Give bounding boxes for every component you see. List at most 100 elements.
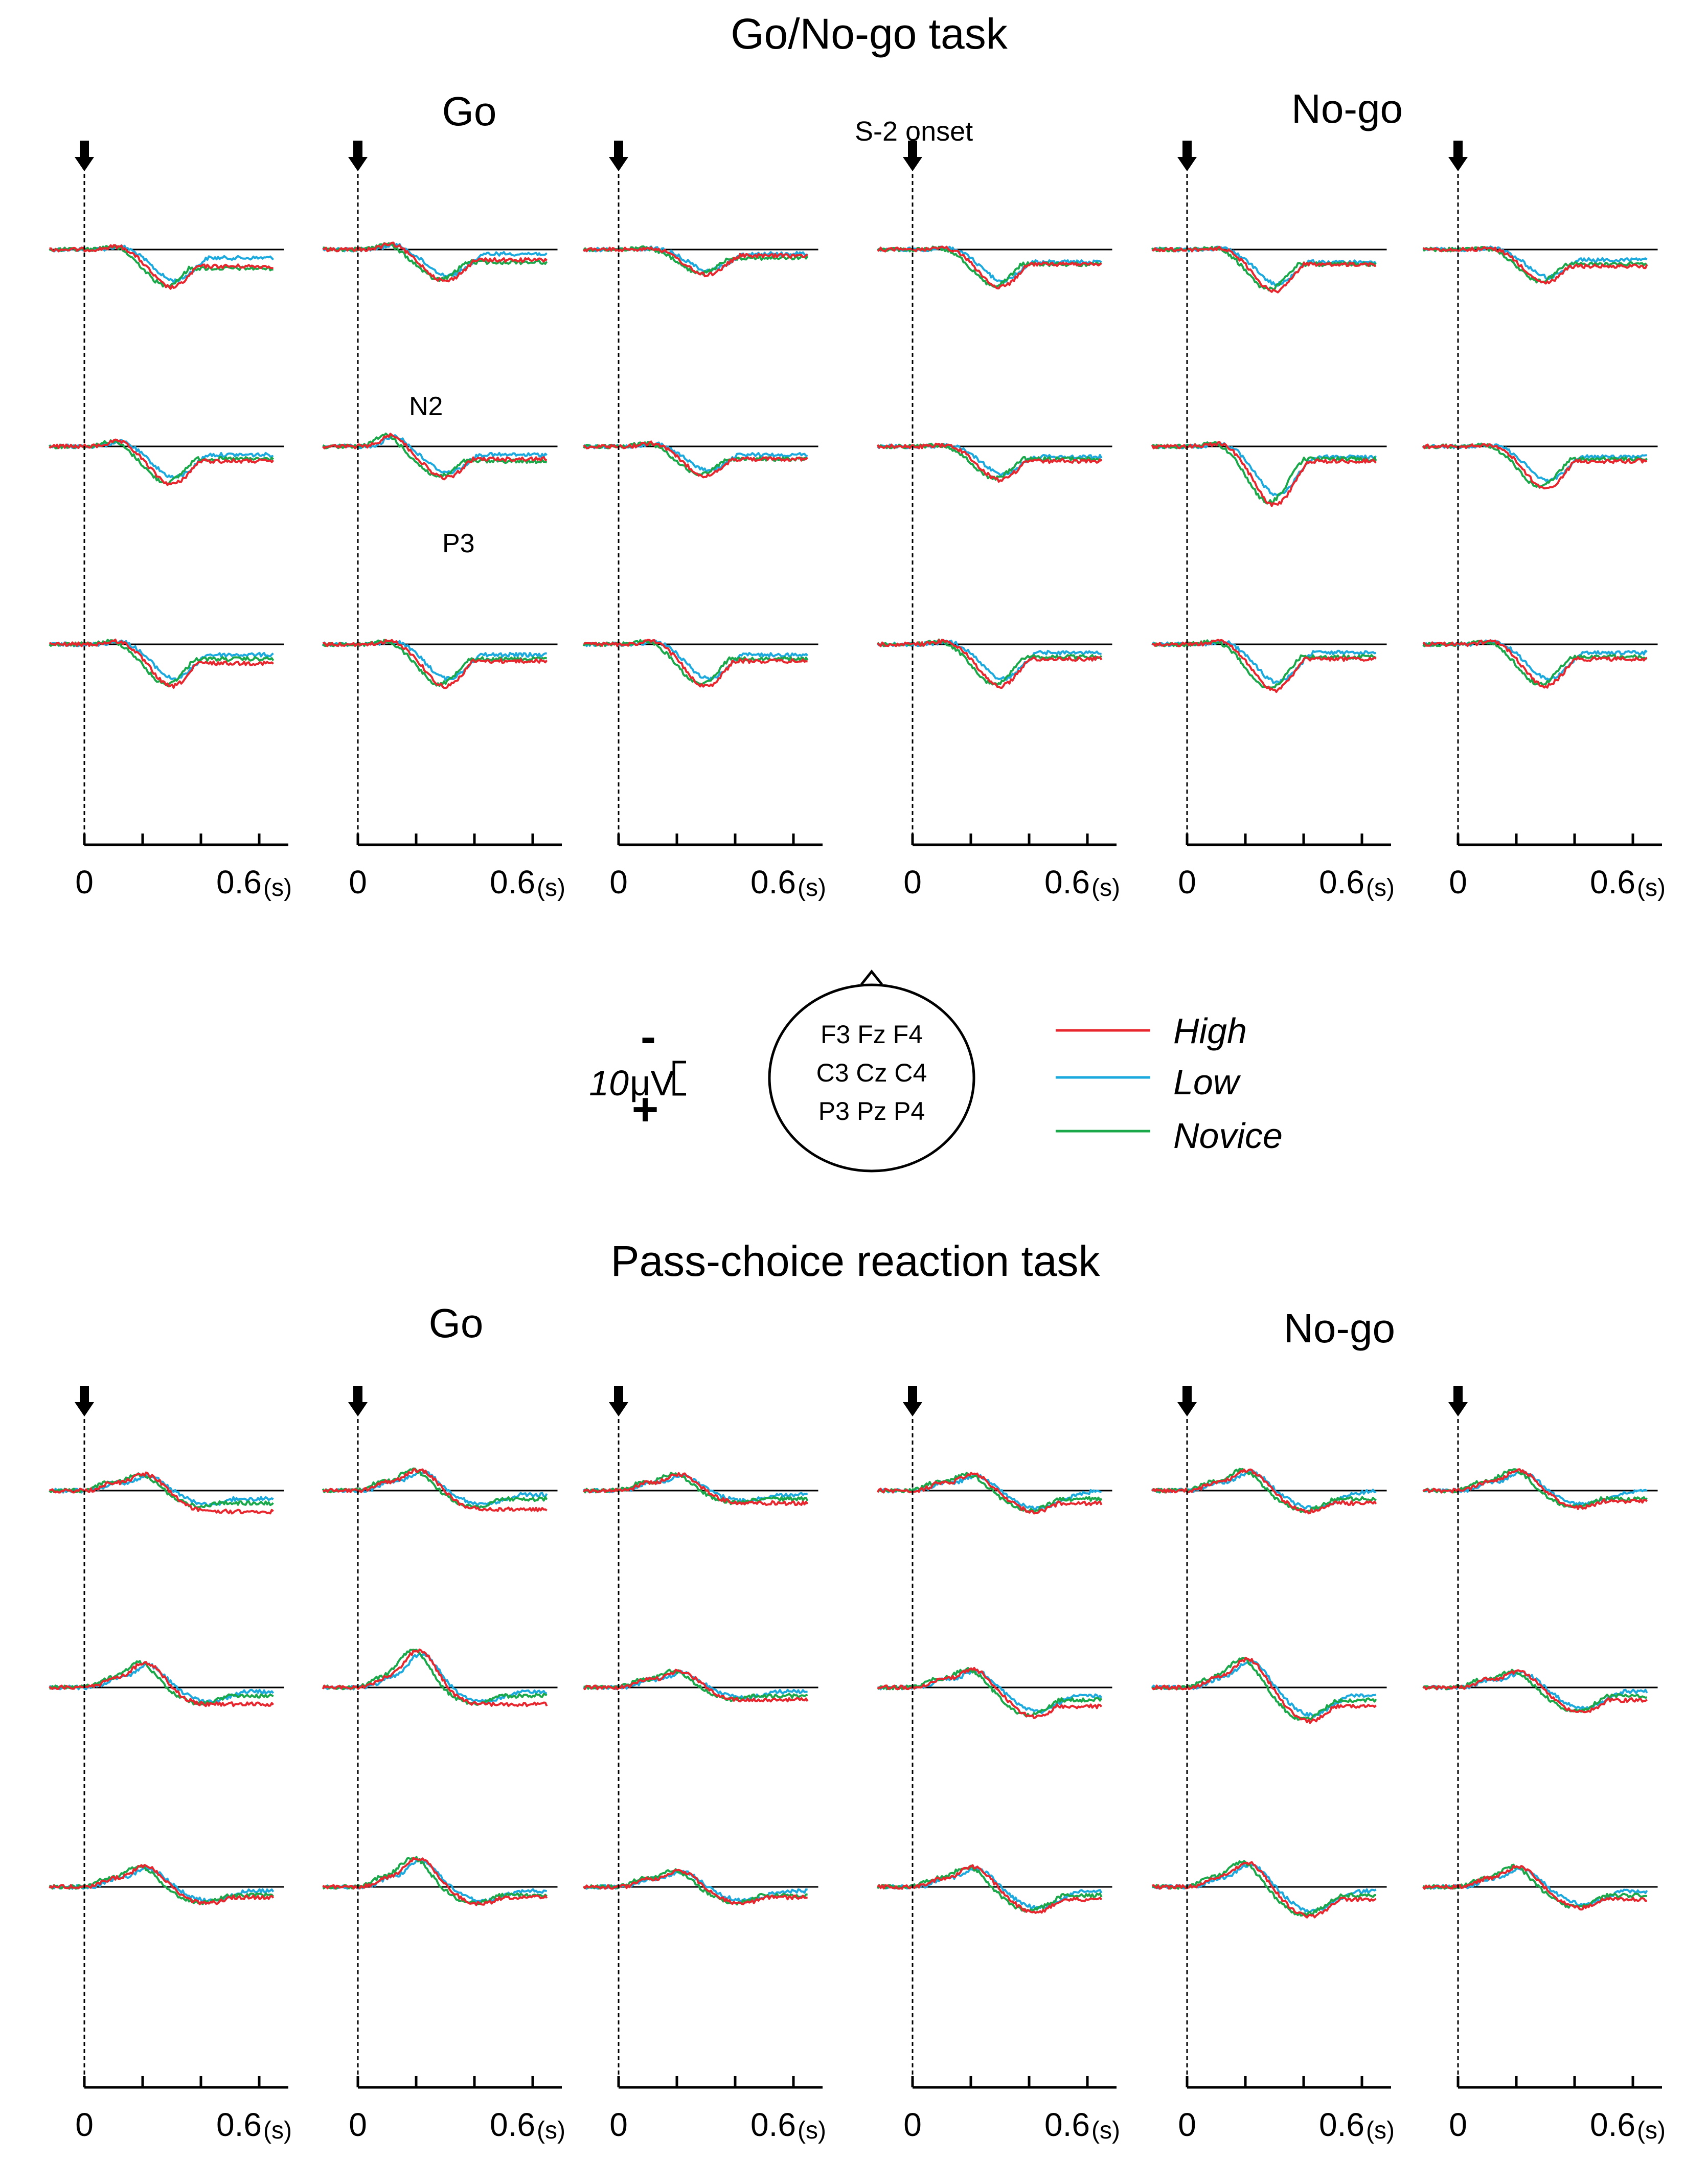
tick-label-zero: 0 — [903, 864, 922, 900]
erp-trace-novice — [583, 1472, 809, 1505]
erp-trace-high — [1422, 246, 1648, 285]
tick-label-zero: 0 — [1178, 2106, 1196, 2143]
electrode-row-frontal: F3 Fz F4 — [821, 1020, 923, 1049]
tick-unit-label: (s) — [1366, 874, 1395, 902]
tick-label-zero: 0 — [903, 2106, 922, 2143]
n2-label: N2 — [409, 392, 443, 421]
tick-label-zero: 0 — [75, 2106, 94, 2143]
tick-label-end: 0.6 — [750, 2106, 796, 2143]
erp-trace-high — [49, 438, 275, 486]
onset-arrow-icon — [903, 141, 922, 171]
electrode-row-parietal: P3 Pz P4 — [818, 1097, 925, 1125]
erp-trace-high — [1151, 441, 1377, 507]
tick-label-zero: 0 — [349, 864, 367, 900]
legend-label-high: High — [1173, 1011, 1247, 1051]
tick-label-zero: 0 — [75, 864, 94, 900]
tick-unit-label: (s) — [537, 2117, 565, 2144]
erp-trace-novice — [1151, 1657, 1377, 1721]
time-axes: 0 0.6 (s) 0 0.6 (s) 0 0.6 (s) 0 0.6 (s) 0 0.6 (s) 0 0.6(… — [75, 834, 1666, 2144]
erp-trace-low — [877, 245, 1102, 283]
erp-trace-high — [322, 1857, 548, 1906]
onset-arrow-icon — [1177, 1386, 1197, 1416]
onset-arrow-icon — [1177, 141, 1197, 171]
tick-label-end: 0.6 — [490, 2106, 535, 2143]
erp-trace-novice — [49, 1864, 275, 1905]
erp-trace-low — [49, 639, 274, 681]
erp-trace-high — [49, 244, 274, 290]
erp-trace-low — [877, 1866, 1103, 1910]
erp-trace-low — [322, 434, 548, 475]
erp-trace-novice — [49, 1660, 274, 1706]
tick-label-end: 0.6 — [1319, 2106, 1364, 2143]
erp-trace-high — [1152, 245, 1376, 294]
p3-label: P3 — [442, 529, 475, 558]
erp-trace-high — [323, 241, 548, 283]
erp-trace-novice — [322, 1467, 548, 1509]
pass-choice-nogo-heading: No-go — [1284, 1305, 1395, 1351]
legend-label-low: Low — [1173, 1062, 1241, 1102]
tick-unit-label: (s) — [263, 2117, 292, 2144]
erp-trace-novice — [1422, 1669, 1647, 1713]
erp-trace-novice — [322, 1649, 548, 1706]
scale-bracket — [672, 1061, 686, 1096]
erp-trace-high — [583, 639, 808, 688]
nose-icon — [860, 969, 883, 985]
onset-label: S-2 onset — [855, 116, 973, 147]
erp-trace-novice — [49, 639, 275, 687]
erp-trace-high — [49, 1471, 274, 1515]
erp-trace-high — [322, 433, 547, 481]
onset-arrow-icon — [609, 1386, 628, 1416]
tick-label-zero: 0 — [1178, 864, 1196, 900]
erp-trace-novice — [876, 1864, 1103, 1913]
erp-trace-high — [877, 1667, 1103, 1719]
erp-trace-high — [877, 245, 1102, 289]
erp-trace-high — [583, 440, 808, 479]
head-outline — [768, 983, 975, 1173]
erp-trace-novice — [1151, 441, 1377, 505]
erp-trace-high — [876, 442, 1103, 483]
tick-label-zero: 0 — [1449, 2106, 1467, 2143]
tick-label-zero: 0 — [349, 2106, 367, 2143]
pass-choice-go-heading: Go — [429, 1300, 484, 1346]
tick-unit-label: (s) — [1637, 874, 1666, 902]
onset-markers — [75, 141, 1468, 2087]
erp-trace-low — [877, 443, 1103, 477]
tick-unit-label: (s) — [798, 2117, 826, 2144]
scale-minus: - — [641, 1011, 656, 1063]
scale-unit: μV — [630, 1063, 674, 1103]
erp-trace-high — [322, 1648, 548, 1707]
erp-trace-high — [876, 1472, 1103, 1515]
tick-label-end: 0.6 — [216, 2106, 262, 2143]
erp-trace-novice — [1152, 639, 1377, 689]
erp-trace-novice — [877, 1667, 1103, 1718]
erp-trace-novice — [1151, 245, 1376, 291]
erp-trace-novice — [1423, 1468, 1648, 1509]
erp-trace-low — [1151, 442, 1377, 497]
onset-arrow-icon — [609, 141, 628, 171]
erp-trace-high — [1151, 1468, 1377, 1515]
tick-label-zero: 0 — [609, 2106, 628, 2143]
onset-arrow-icon — [903, 1386, 922, 1416]
erp-trace-novice — [877, 245, 1102, 288]
erp-trace-high — [583, 246, 808, 278]
go-nogo-nogo-heading: No-go — [1291, 86, 1403, 131]
tick-label-end: 0.6 — [1044, 864, 1090, 900]
tick-label-zero: 0 — [609, 864, 628, 900]
pass-choice-title: Pass-choice reaction task — [610, 1237, 1100, 1285]
erp-trace-high — [49, 638, 274, 689]
tick-unit-label: (s) — [263, 874, 292, 902]
go-nogo-title: Go/No-go task — [731, 10, 1008, 58]
tick-unit-label: (s) — [537, 874, 565, 902]
erp-trace-high — [1422, 1864, 1647, 1911]
erp-trace-high — [1422, 639, 1648, 689]
legend: High Low Novice — [1056, 1011, 1283, 1156]
scale-value: 10 — [589, 1063, 629, 1103]
tick-label-end: 0.6 — [1044, 2106, 1090, 2143]
electrode-row-central: C3 Cz C4 — [816, 1059, 927, 1087]
go-nogo-go-heading: Go — [442, 88, 497, 134]
erp-trace-high — [1152, 639, 1377, 693]
tick-label-end: 0.6 — [490, 864, 535, 900]
onset-arrow-icon — [348, 141, 368, 171]
tick-unit-label: (s) — [1091, 874, 1120, 902]
